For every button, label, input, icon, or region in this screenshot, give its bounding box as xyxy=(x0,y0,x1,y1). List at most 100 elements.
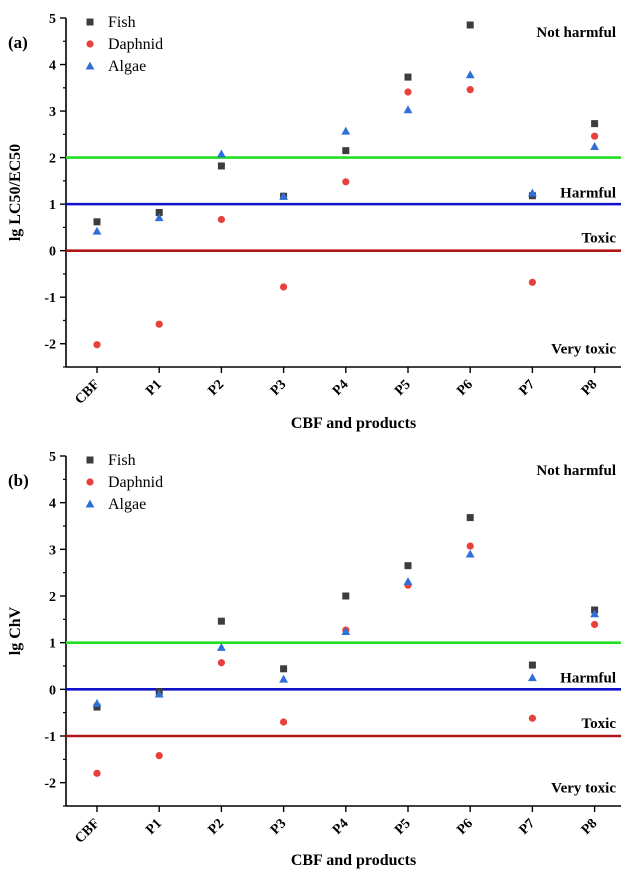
data-point-daphnid xyxy=(280,718,288,726)
data-point-algae xyxy=(279,674,288,683)
y-tick-label: 0 xyxy=(49,245,56,260)
data-point-algae xyxy=(154,689,164,698)
panel-a: -2 -1 0 1 2 3 4 5 CBF P1 P2 P3 P4 P5 P6 P7 P8 CBF and pro… xyxy=(7,12,621,432)
data-point-fish xyxy=(342,147,350,155)
zone-label: Very toxic xyxy=(551,341,616,357)
data-point-algae xyxy=(217,149,226,158)
data-point-algae xyxy=(528,673,537,682)
data-point-daphnid xyxy=(466,86,474,94)
x-tick-label: P8 xyxy=(579,816,601,838)
legend-label-algae: Algae xyxy=(108,58,146,75)
x-tick-label: P2 xyxy=(206,816,228,838)
data-point-fish xyxy=(404,73,412,81)
y-axis-title: lg LC50/EC50 xyxy=(7,144,24,241)
x-tick-label: P7 xyxy=(517,816,539,838)
x-tick-label: CBF xyxy=(72,816,102,846)
x-tick-label: P5 xyxy=(392,377,414,399)
data-point-algae xyxy=(590,609,599,618)
x-tick-label: P3 xyxy=(268,816,290,838)
data-point-fish xyxy=(93,218,101,226)
data-point-algae xyxy=(590,142,599,150)
y-tick-label: -1 xyxy=(44,291,56,306)
x-tick-label: P4 xyxy=(330,377,352,399)
legend-marker-daphnid xyxy=(86,478,94,486)
x-tick-label: P2 xyxy=(206,377,228,399)
data-point-fish xyxy=(466,514,474,522)
legend-label-fish: Fish xyxy=(108,14,136,31)
data-point-daphnid xyxy=(217,215,225,224)
x-tick-label: P1 xyxy=(143,377,165,399)
data-point-fish xyxy=(342,592,350,600)
data-point-fish xyxy=(466,21,474,29)
data-point-algae xyxy=(465,70,475,79)
data-point-daphnid xyxy=(93,341,101,349)
y-tick-label: 3 xyxy=(49,543,56,558)
legend-label-algae: Algae xyxy=(108,496,146,513)
y-axis-title: lg ChV xyxy=(7,606,24,655)
data-point-algae xyxy=(465,549,475,558)
data-point-daphnid xyxy=(342,178,350,186)
data-point-fish xyxy=(528,661,536,669)
data-point-daphnid xyxy=(404,88,412,96)
x-tick-label: P6 xyxy=(454,816,476,838)
legend-label-daphnid: Daphnid xyxy=(108,474,163,491)
x-tick-label: P5 xyxy=(392,816,414,838)
panel-label: (b) xyxy=(8,471,29,490)
panel-label: (a) xyxy=(8,33,28,52)
x-tick-label: P8 xyxy=(579,377,601,399)
data-point-algae xyxy=(403,577,413,586)
y-tick-label: 5 xyxy=(49,450,56,465)
legend-marker-fish xyxy=(86,456,94,464)
data-point-fish xyxy=(280,665,288,673)
y-tick-label: 5 xyxy=(49,12,56,27)
legend-label-fish: Fish xyxy=(108,452,136,469)
zone-label: Harmful xyxy=(560,671,616,687)
data-point-algae xyxy=(217,642,226,651)
panel-b: -2 -1 0 1 2 3 4 5 CBF P1 P2 P3 P4 P5 P6 P7 P8 CBF and pro… xyxy=(7,450,621,869)
data-point-daphnid xyxy=(217,659,225,667)
x-tick-label: P7 xyxy=(517,377,539,399)
zone-label: Not harmful xyxy=(536,25,616,41)
x-tick-label: P6 xyxy=(454,377,476,399)
zone-label: Very toxic xyxy=(551,780,616,796)
data-point-algae xyxy=(92,226,102,235)
y-tick-label: 2 xyxy=(49,590,56,605)
y-tick-label: -2 xyxy=(44,777,56,792)
data-point-daphnid xyxy=(155,752,163,760)
legend-marker-daphnid xyxy=(86,40,94,48)
data-point-fish xyxy=(404,562,412,570)
data-point-algae xyxy=(341,627,351,635)
x-axis-title: CBF and products xyxy=(291,415,416,432)
legend-marker-fish xyxy=(86,18,94,26)
data-point-algae xyxy=(403,105,413,114)
y-tick-label: 4 xyxy=(49,497,56,512)
zone-label: Harmful xyxy=(560,186,616,202)
y-tick-label: -2 xyxy=(44,338,56,353)
data-point-algae xyxy=(92,698,102,707)
x-tick-label: P1 xyxy=(143,816,165,838)
data-point-algae xyxy=(279,191,288,200)
data-point-fish xyxy=(591,120,599,128)
zone-label: Not harmful xyxy=(536,463,616,479)
x-axis-title: CBF and products xyxy=(291,852,416,869)
data-point-daphnid xyxy=(528,278,537,286)
y-tick-label: 1 xyxy=(49,637,56,652)
data-point-daphnid xyxy=(528,714,537,722)
data-point-daphnid xyxy=(466,542,474,550)
y-tick-label: 1 xyxy=(49,198,56,213)
x-tick-label: P3 xyxy=(268,377,290,399)
data-point-fish xyxy=(217,162,225,170)
y-tick-label: 0 xyxy=(49,683,56,698)
data-point-daphnid xyxy=(591,620,599,629)
x-tick-label: P4 xyxy=(330,816,352,838)
y-tick-label: 4 xyxy=(49,59,56,74)
data-point-algae xyxy=(528,188,537,197)
y-tick-label: 2 xyxy=(49,152,56,167)
data-point-fish xyxy=(217,617,225,625)
legend-label-daphnid: Daphnid xyxy=(108,36,163,53)
data-point-fish xyxy=(155,209,163,217)
data-point-fish xyxy=(93,703,101,711)
legend-marker-algae xyxy=(85,499,95,508)
legend-marker-algae xyxy=(85,61,95,70)
y-tick-label: -1 xyxy=(44,730,56,745)
